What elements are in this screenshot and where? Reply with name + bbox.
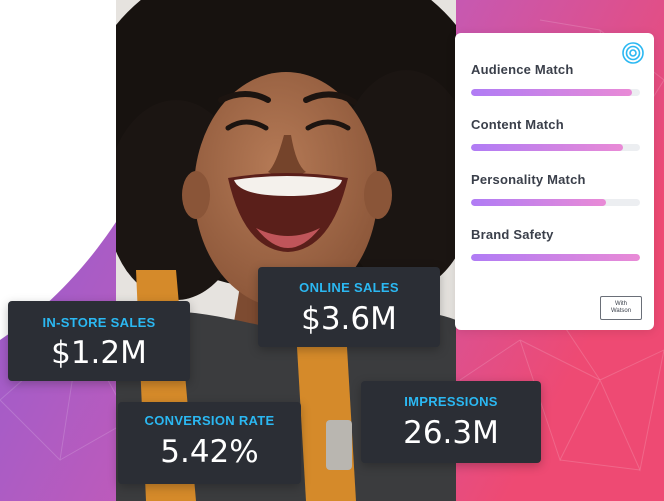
metric-audience-match: Audience Match: [471, 61, 641, 96]
progress-track: [471, 144, 640, 151]
stat-value: $1.2M: [51, 335, 147, 371]
with-watson-badge: With Watson: [600, 296, 642, 320]
metric-personality-match: Personality Match: [471, 171, 641, 206]
impressions-card: IMPRESSIONS 26.3M: [361, 381, 541, 463]
match-card: Audience Match Content Match Personality…: [455, 33, 654, 330]
metric-content-match: Content Match: [471, 116, 641, 151]
progress-fill: [471, 89, 632, 96]
progress-track: [471, 254, 640, 261]
concentric-circles-icon: [622, 42, 644, 64]
progress-fill: [471, 144, 624, 151]
metric-label: Brand Safety: [471, 227, 554, 242]
progress-fill: [471, 254, 640, 261]
in-store-sales-card: IN-STORE SALES $1.2M: [8, 301, 190, 381]
stat-label: ONLINE SALES: [299, 280, 399, 295]
stat-value: 26.3M: [403, 415, 499, 451]
progress-track: [471, 89, 640, 96]
stat-value: 5.42%: [160, 434, 259, 470]
conversion-rate-card: CONVERSION RATE 5.42%: [118, 402, 301, 484]
metric-label: Personality Match: [471, 172, 586, 187]
stat-label: CONVERSION RATE: [144, 413, 275, 428]
metric-label: Content Match: [471, 117, 564, 132]
stat-label: IN-STORE SALES: [42, 315, 156, 330]
stat-value: $3.6M: [301, 301, 397, 337]
metric-label: Audience Match: [471, 62, 574, 77]
online-sales-card: ONLINE SALES $3.6M: [258, 267, 440, 347]
stat-label: IMPRESSIONS: [404, 394, 498, 409]
metric-brand-safety: Brand Safety: [471, 226, 641, 261]
progress-track: [471, 199, 640, 206]
progress-fill: [471, 199, 607, 206]
